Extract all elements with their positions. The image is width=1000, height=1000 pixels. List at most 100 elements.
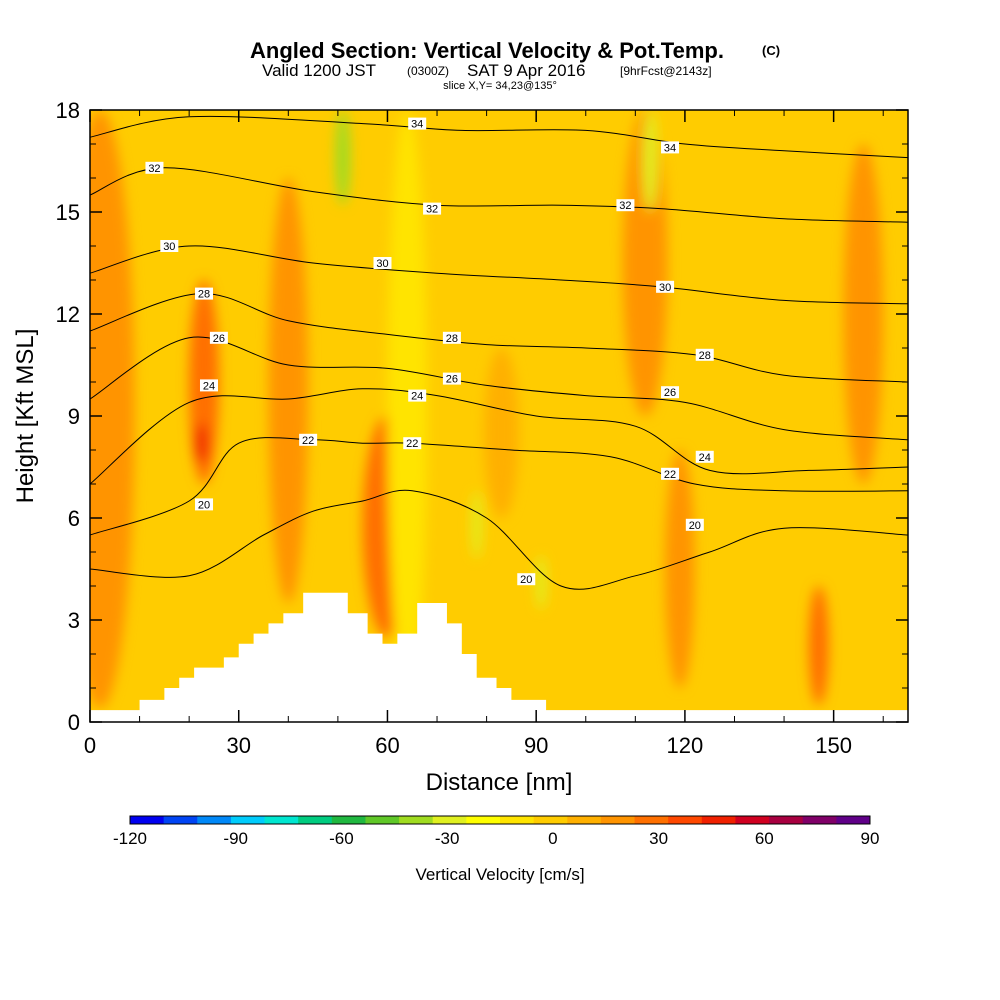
velocity-cell-0 [90, 110, 135, 709]
contour-label-21: 34 [408, 117, 427, 131]
y-tick-label: 6 [68, 506, 80, 531]
potential-temperature-contours [90, 115, 908, 590]
contour-label-box [195, 498, 214, 511]
velocity-cell-13 [642, 110, 658, 212]
contour-label-text: 20 [689, 520, 701, 532]
colorbar-swatch [365, 816, 400, 824]
contour-label-box [199, 379, 218, 392]
velocity-cell-5 [268, 178, 309, 603]
chart-subtitle: Valid 1200 JST (0300Z) SAT 9 Apr 2016 [9… [262, 61, 712, 80]
velocity-cell-14 [471, 490, 482, 559]
contour-label-box [695, 450, 714, 463]
contour-label-text: 20 [198, 499, 210, 511]
contour-line-24 [90, 388, 908, 485]
contour-label-text: 30 [163, 241, 175, 253]
colorbar-swatch [264, 816, 299, 824]
colorbar-swatch [230, 816, 266, 824]
y-tick-label: 15 [56, 200, 80, 225]
x-tick-label: 30 [226, 733, 250, 758]
colorbar-tick-label: 30 [649, 829, 668, 848]
contour-label-box [145, 161, 164, 174]
contour-label-text: 24 [699, 452, 711, 464]
contour-label-box [695, 348, 714, 361]
contour-line-30 [90, 245, 908, 305]
contour-label-box [403, 437, 422, 450]
colorbar-tick-label: -60 [329, 829, 354, 848]
contour-label-box [616, 199, 635, 212]
contour-label-box [160, 240, 179, 252]
contour-label-text: 22 [406, 438, 418, 450]
colorbar-tick-label: 60 [755, 829, 774, 848]
contour-label-text: 30 [376, 258, 388, 270]
contour-label-15: 30 [160, 240, 179, 253]
contour-label-text: 26 [213, 333, 225, 345]
velocity-cell-12 [335, 110, 351, 206]
contour-label-11: 26 [661, 386, 680, 399]
contour-label-text: 20 [520, 574, 532, 586]
contour-label-14: 28 [695, 348, 714, 362]
colorbar-swatch [399, 816, 434, 824]
contour-label-18: 32 [145, 161, 164, 175]
x-tick-label: 90 [524, 733, 548, 758]
velocity-cell-15 [536, 555, 547, 610]
colorbar-label: Vertical Velocity [cm/s] [415, 865, 584, 884]
contour-label-box [373, 257, 392, 269]
contour-line-22 [90, 437, 908, 536]
contour-label-box [661, 141, 680, 154]
y-tick-label: 18 [56, 98, 80, 123]
velocity-cell-2 [195, 422, 208, 464]
contour-label-text: 24 [203, 380, 215, 392]
contour-label-text: 28 [198, 289, 210, 301]
velocity-cell-10 [484, 348, 519, 518]
velocity-field [90, 110, 884, 709]
contour-label-text: 30 [659, 282, 671, 294]
colorbar-swatch [163, 816, 198, 824]
colorbar: -120 -90 -60 -30 0 30 60 90 [113, 815, 880, 848]
colorbar-swatch [836, 816, 871, 824]
colorbar-swatch [668, 816, 703, 824]
colorbar-swatch [331, 816, 366, 824]
contour-label-6: 24 [199, 379, 218, 392]
subtitle-valid: Valid 1200 JST [262, 61, 376, 80]
velocity-cell-9 [843, 144, 884, 484]
colorbar-tick-label: 90 [861, 829, 880, 848]
contour-label-text: 26 [446, 374, 458, 386]
contour-label-box [685, 518, 704, 531]
contour-line-20 [90, 489, 908, 590]
colorbar-swatch [130, 816, 165, 824]
contour-label-box [195, 287, 214, 300]
contour-label-17: 30 [656, 280, 675, 294]
contour-label-text: 32 [148, 163, 160, 175]
colorbar-swatch [533, 816, 568, 824]
x-axis: 0 30 60 90 120 150 [84, 110, 884, 758]
colorbar-tick-label: -30 [435, 829, 460, 848]
contour-label-7: 24 [408, 389, 427, 403]
contour-label-text: 24 [411, 391, 423, 403]
contour-label-9: 26 [209, 331, 228, 345]
velocity-cell-8 [808, 586, 829, 705]
contour-label-box [408, 117, 427, 130]
contour-label-20: 32 [616, 199, 635, 212]
contour-label-5: 22 [661, 467, 680, 481]
contour-label-box [661, 467, 680, 480]
colorbar-swatch [701, 816, 736, 824]
contour-label-8: 24 [695, 450, 714, 464]
contour-label-text: 28 [446, 333, 458, 345]
contour-label-text: 34 [664, 142, 676, 154]
contour-label-text: 28 [699, 350, 711, 362]
contour-label-13: 28 [442, 331, 461, 345]
subtitle-forecast: [9hrFcst@2143z] [620, 64, 712, 78]
contour-labels: 20 20 20 22 22 22 24 24 24 26 26 26 28 28 28 30 30 30 32 32… [145, 117, 714, 586]
contour-label-19: 32 [423, 202, 442, 216]
contour-line-34 [90, 115, 908, 159]
chart-title: Angled Section: Vertical Velocity & Pot.… [250, 38, 724, 63]
colorbar-frame [129, 815, 871, 825]
contour-label-text: 32 [426, 204, 438, 216]
contour-label-4: 22 [403, 437, 422, 450]
colorbar-swatch [298, 816, 333, 824]
contour-label-box [299, 433, 318, 446]
contour-label-12: 28 [195, 287, 214, 301]
contour-label-1: 20 [517, 573, 536, 586]
colorbar-swatch [432, 816, 467, 824]
